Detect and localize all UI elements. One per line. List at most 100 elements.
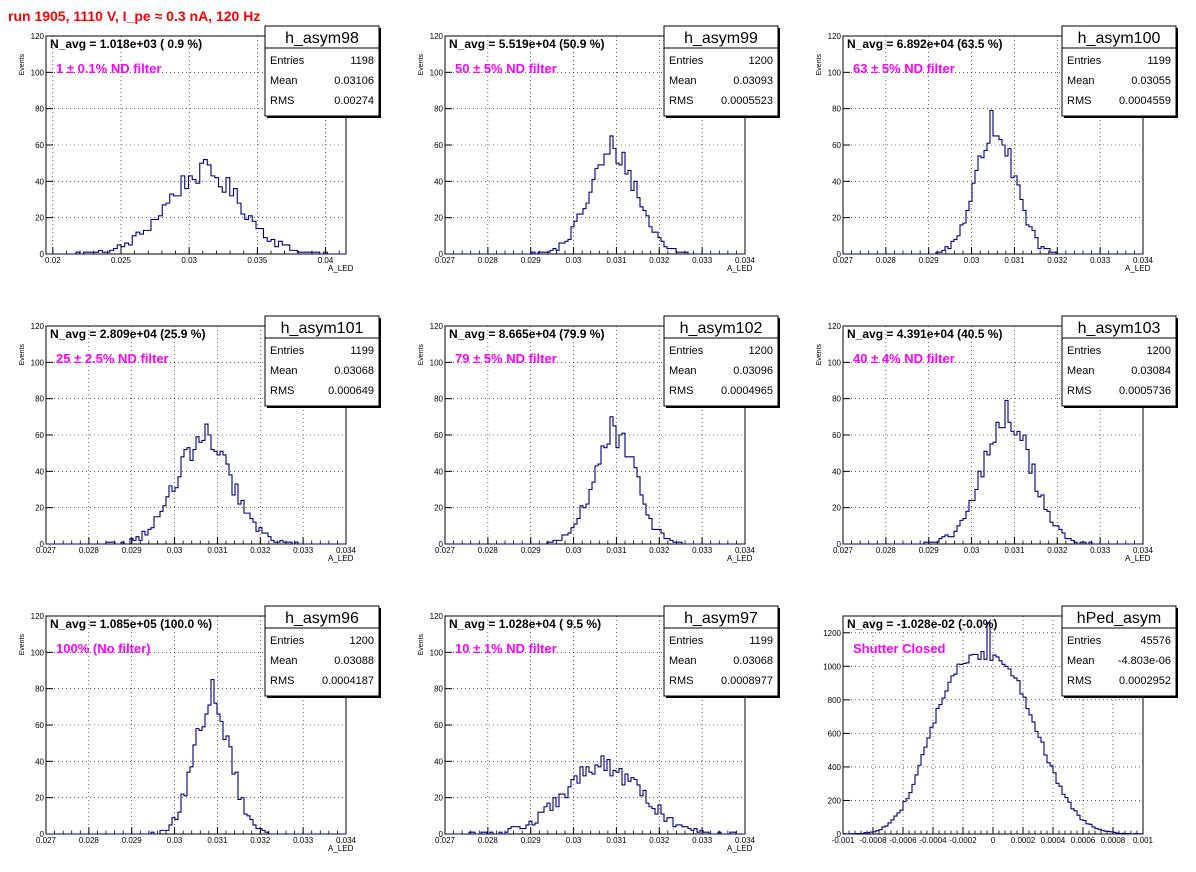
y-tick-label: 80: [434, 685, 443, 694]
y-tick-label: 80: [434, 105, 443, 114]
x-tick-label: 0.033: [692, 256, 713, 265]
stats-key: Entries: [1067, 345, 1102, 357]
stats-key: Entries: [669, 345, 704, 357]
x-tick-label: 0.032: [250, 836, 271, 845]
x-tick-label: 0.034: [735, 836, 756, 845]
y-tick-label: 80: [832, 105, 841, 114]
histogram-plot: 0.027 0.028 0.029 0.03 0.031 0.032 0.033 0.034 0…: [19, 315, 381, 563]
stats-box: h_asym98 Entries 1198 Mean 0.03106 RMS 0.00274: [264, 25, 381, 118]
y-tick-label: 40: [35, 757, 44, 766]
filter-annotation: 79 ± 5% ND filter: [455, 351, 557, 366]
x-tick-label: 0.033: [293, 546, 314, 555]
histogram-line: [46, 158, 346, 255]
y-axis-label: Events: [816, 344, 823, 366]
stats-key: RMS: [270, 385, 294, 397]
y-axis-label: Events: [816, 54, 823, 76]
stats-value: 0.03084: [1131, 365, 1171, 377]
histogram-name: h_asym100: [1078, 30, 1161, 47]
stats-key: RMS: [270, 675, 294, 687]
stats-key: Entries: [1067, 635, 1102, 647]
filter-annotation: 63 ± 5% ND filter: [853, 61, 955, 76]
y-tick-label: 120: [31, 322, 45, 331]
x-tick-label: 0.034: [336, 546, 357, 555]
x-tick-label: 0.034: [336, 836, 357, 845]
stats-value: 0.03088: [334, 655, 374, 667]
histogram-plot: 0.02 0.025 0.03 0.035 0.04 0 20 40 60 80 100 120 Eve…: [19, 25, 381, 273]
stats-box-frame: [663, 315, 779, 407]
histogram-panel-h_asym99: 0.027 0.028 0.029 0.03 0.031 0.032 0.033 0.034 0…: [418, 25, 780, 273]
x-tick-label: 0.032: [1047, 256, 1068, 265]
x-tick-label: 0.028: [876, 546, 897, 555]
y-tick-label: 120: [31, 612, 45, 621]
y-tick-label: 120: [31, 32, 45, 41]
y-tick-label: 80: [832, 395, 841, 404]
histogram-line: [46, 423, 346, 545]
x-tick-label: 0.033: [692, 836, 713, 845]
histogram-line: [46, 679, 346, 835]
stats-value: 0.03093: [733, 75, 773, 87]
y-axis-label: Events: [19, 634, 26, 656]
y-tick-label: 20: [434, 504, 443, 513]
y-tick-label: 100: [31, 648, 45, 657]
y-tick-label: 100: [828, 68, 842, 77]
stats-key: RMS: [1067, 95, 1091, 107]
x-tick-label: 0.029: [122, 836, 143, 845]
stats-value: 1200: [749, 345, 773, 357]
filter-annotation: 40 ± 4% ND filter: [853, 351, 955, 366]
navg-text: N_avg = 4.391e+04 (40.5 %): [847, 327, 1002, 341]
x-tick-label: 0.031: [207, 836, 228, 845]
y-axis-label: Events: [19, 344, 26, 366]
histogram-plot: 0.027 0.028 0.029 0.03 0.031 0.032 0.033 0.034 0…: [418, 25, 780, 273]
stats-box-frame: [1061, 25, 1177, 117]
y-tick-label: 20: [434, 214, 443, 223]
y-tick-label: 20: [832, 214, 841, 223]
x-tick-label: 0.035: [247, 256, 268, 265]
x-tick-label: 0.029: [919, 546, 940, 555]
histogram-panel-h_asym96: 0.027 0.028 0.029 0.03 0.031 0.032 0.033 0.034 0…: [19, 605, 381, 853]
filter-annotation: Shutter Closed: [853, 641, 946, 656]
y-tick-label: 200: [828, 796, 842, 805]
histogram-panel-h_asym102: 0.027 0.028 0.029 0.03 0.031 0.032 0.033 0.034 0…: [418, 315, 780, 563]
histogram-panel-h_asym98: 0.02 0.025 0.03 0.035 0.04 0 20 40 60 80 100 120 Eve…: [19, 25, 381, 273]
x-tick-label: 0.031: [1004, 546, 1025, 555]
stats-box-frame: [663, 605, 779, 697]
y-tick-label: 60: [832, 141, 841, 150]
histogram-line: [843, 109, 1143, 255]
y-tick-label: 100: [430, 358, 444, 367]
x-tick-label: 0.034: [735, 546, 756, 555]
y-axis-label: Events: [418, 634, 425, 656]
y-tick-label: 120: [828, 322, 842, 331]
x-tick-label: 0.032: [1047, 546, 1068, 555]
stats-key: Mean: [270, 365, 298, 377]
histogram-panel-h_asym101: 0.027 0.028 0.029 0.03 0.031 0.032 0.033 0.034 0…: [19, 315, 381, 563]
stats-value: 45576: [1140, 635, 1171, 647]
histogram-name: h_asym103: [1078, 320, 1161, 337]
x-axis-label: A_LED: [328, 844, 354, 853]
y-tick-label: 100: [430, 648, 444, 657]
histogram-plot: 0.027 0.028 0.029 0.03 0.031 0.032 0.033 0.034 0…: [418, 315, 780, 563]
x-tick-label: 0.02: [45, 256, 61, 265]
stats-value: 1200: [749, 55, 773, 67]
navg-text: N_avg = -1.028e-02 (-0.0%): [847, 617, 997, 631]
stats-key: Entries: [270, 55, 305, 67]
x-tick-label: 0.033: [293, 836, 314, 845]
stats-key: Mean: [270, 655, 298, 667]
histogram-line: [842, 622, 1144, 835]
y-tick-label: 600: [828, 729, 842, 738]
stats-key: RMS: [1067, 675, 1091, 687]
histogram-line: [843, 399, 1143, 545]
stats-key: Mean: [1067, 75, 1095, 87]
histogram-name: h_asym102: [680, 320, 763, 337]
x-tick-label: 0.031: [606, 546, 627, 555]
stats-value: 1199: [1147, 55, 1171, 67]
stats-key: RMS: [669, 675, 693, 687]
x-tick-label: 0.034: [1133, 256, 1154, 265]
y-tick-label: 0: [439, 830, 444, 839]
y-tick-label: 60: [35, 141, 44, 150]
histogram-name: h_asym96: [285, 610, 359, 627]
x-axis-label: A_LED: [328, 554, 354, 563]
y-tick-label: 40: [832, 467, 841, 476]
x-tick-label: 0.034: [1133, 546, 1154, 555]
stats-box: h_asym101 Entries 1199 Mean 0.03068 RMS 0.0006…: [264, 315, 381, 408]
